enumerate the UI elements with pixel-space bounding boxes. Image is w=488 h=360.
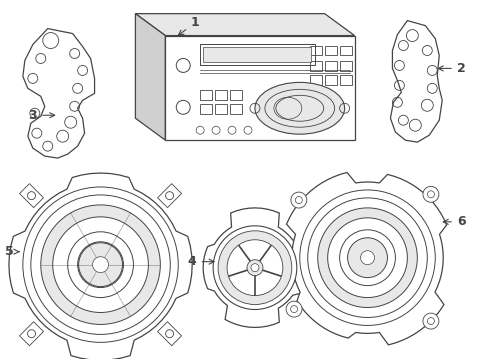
Circle shape (67, 232, 133, 298)
Circle shape (347, 238, 386, 278)
Bar (324, 62, 336, 71)
Bar (20, 184, 43, 208)
Circle shape (218, 231, 291, 305)
Circle shape (250, 264, 259, 272)
Polygon shape (23, 28, 94, 158)
Polygon shape (135, 14, 354, 36)
Bar (339, 62, 351, 71)
Text: 3: 3 (28, 109, 55, 122)
Bar (339, 45, 351, 55)
Circle shape (79, 243, 122, 287)
Circle shape (295, 197, 302, 203)
Circle shape (307, 198, 427, 318)
Bar (229, 90, 242, 100)
Text: 2: 2 (437, 62, 465, 75)
Circle shape (360, 251, 374, 265)
Bar (200, 90, 212, 100)
Polygon shape (9, 173, 192, 360)
Circle shape (213, 226, 296, 310)
Bar (200, 44, 314, 66)
Circle shape (327, 218, 407, 298)
Circle shape (285, 301, 302, 317)
Circle shape (422, 186, 438, 202)
Text: 1: 1 (178, 16, 199, 35)
Circle shape (427, 318, 433, 325)
Bar (229, 104, 242, 114)
Circle shape (226, 240, 282, 296)
Circle shape (165, 192, 173, 200)
Bar (309, 75, 321, 85)
Circle shape (27, 192, 36, 200)
Text: 6: 6 (442, 215, 465, 228)
Bar (339, 75, 351, 85)
Circle shape (53, 217, 148, 312)
Circle shape (78, 242, 123, 288)
Circle shape (299, 190, 434, 325)
Polygon shape (286, 172, 446, 345)
Circle shape (290, 306, 297, 312)
Circle shape (41, 205, 160, 324)
Circle shape (290, 192, 306, 208)
Circle shape (23, 187, 178, 342)
Text: 4: 4 (187, 255, 214, 268)
Polygon shape (389, 21, 441, 142)
Circle shape (27, 330, 36, 338)
Circle shape (339, 230, 395, 285)
Bar (215, 104, 226, 114)
Bar (157, 322, 181, 346)
Bar (309, 62, 321, 71)
Circle shape (427, 191, 433, 198)
Text: 5: 5 (4, 245, 19, 258)
Circle shape (31, 195, 170, 334)
Circle shape (422, 313, 438, 329)
Circle shape (165, 330, 173, 338)
Circle shape (246, 260, 263, 276)
Circle shape (92, 257, 108, 273)
Bar (20, 322, 43, 346)
Circle shape (317, 208, 416, 307)
Bar (203, 46, 310, 62)
Bar (324, 45, 336, 55)
Ellipse shape (254, 82, 344, 134)
Bar (157, 184, 181, 208)
Bar (215, 90, 226, 100)
Bar (324, 75, 336, 85)
Polygon shape (203, 208, 306, 328)
Polygon shape (165, 36, 354, 140)
Bar (200, 104, 212, 114)
Polygon shape (135, 14, 165, 140)
Bar (309, 45, 321, 55)
